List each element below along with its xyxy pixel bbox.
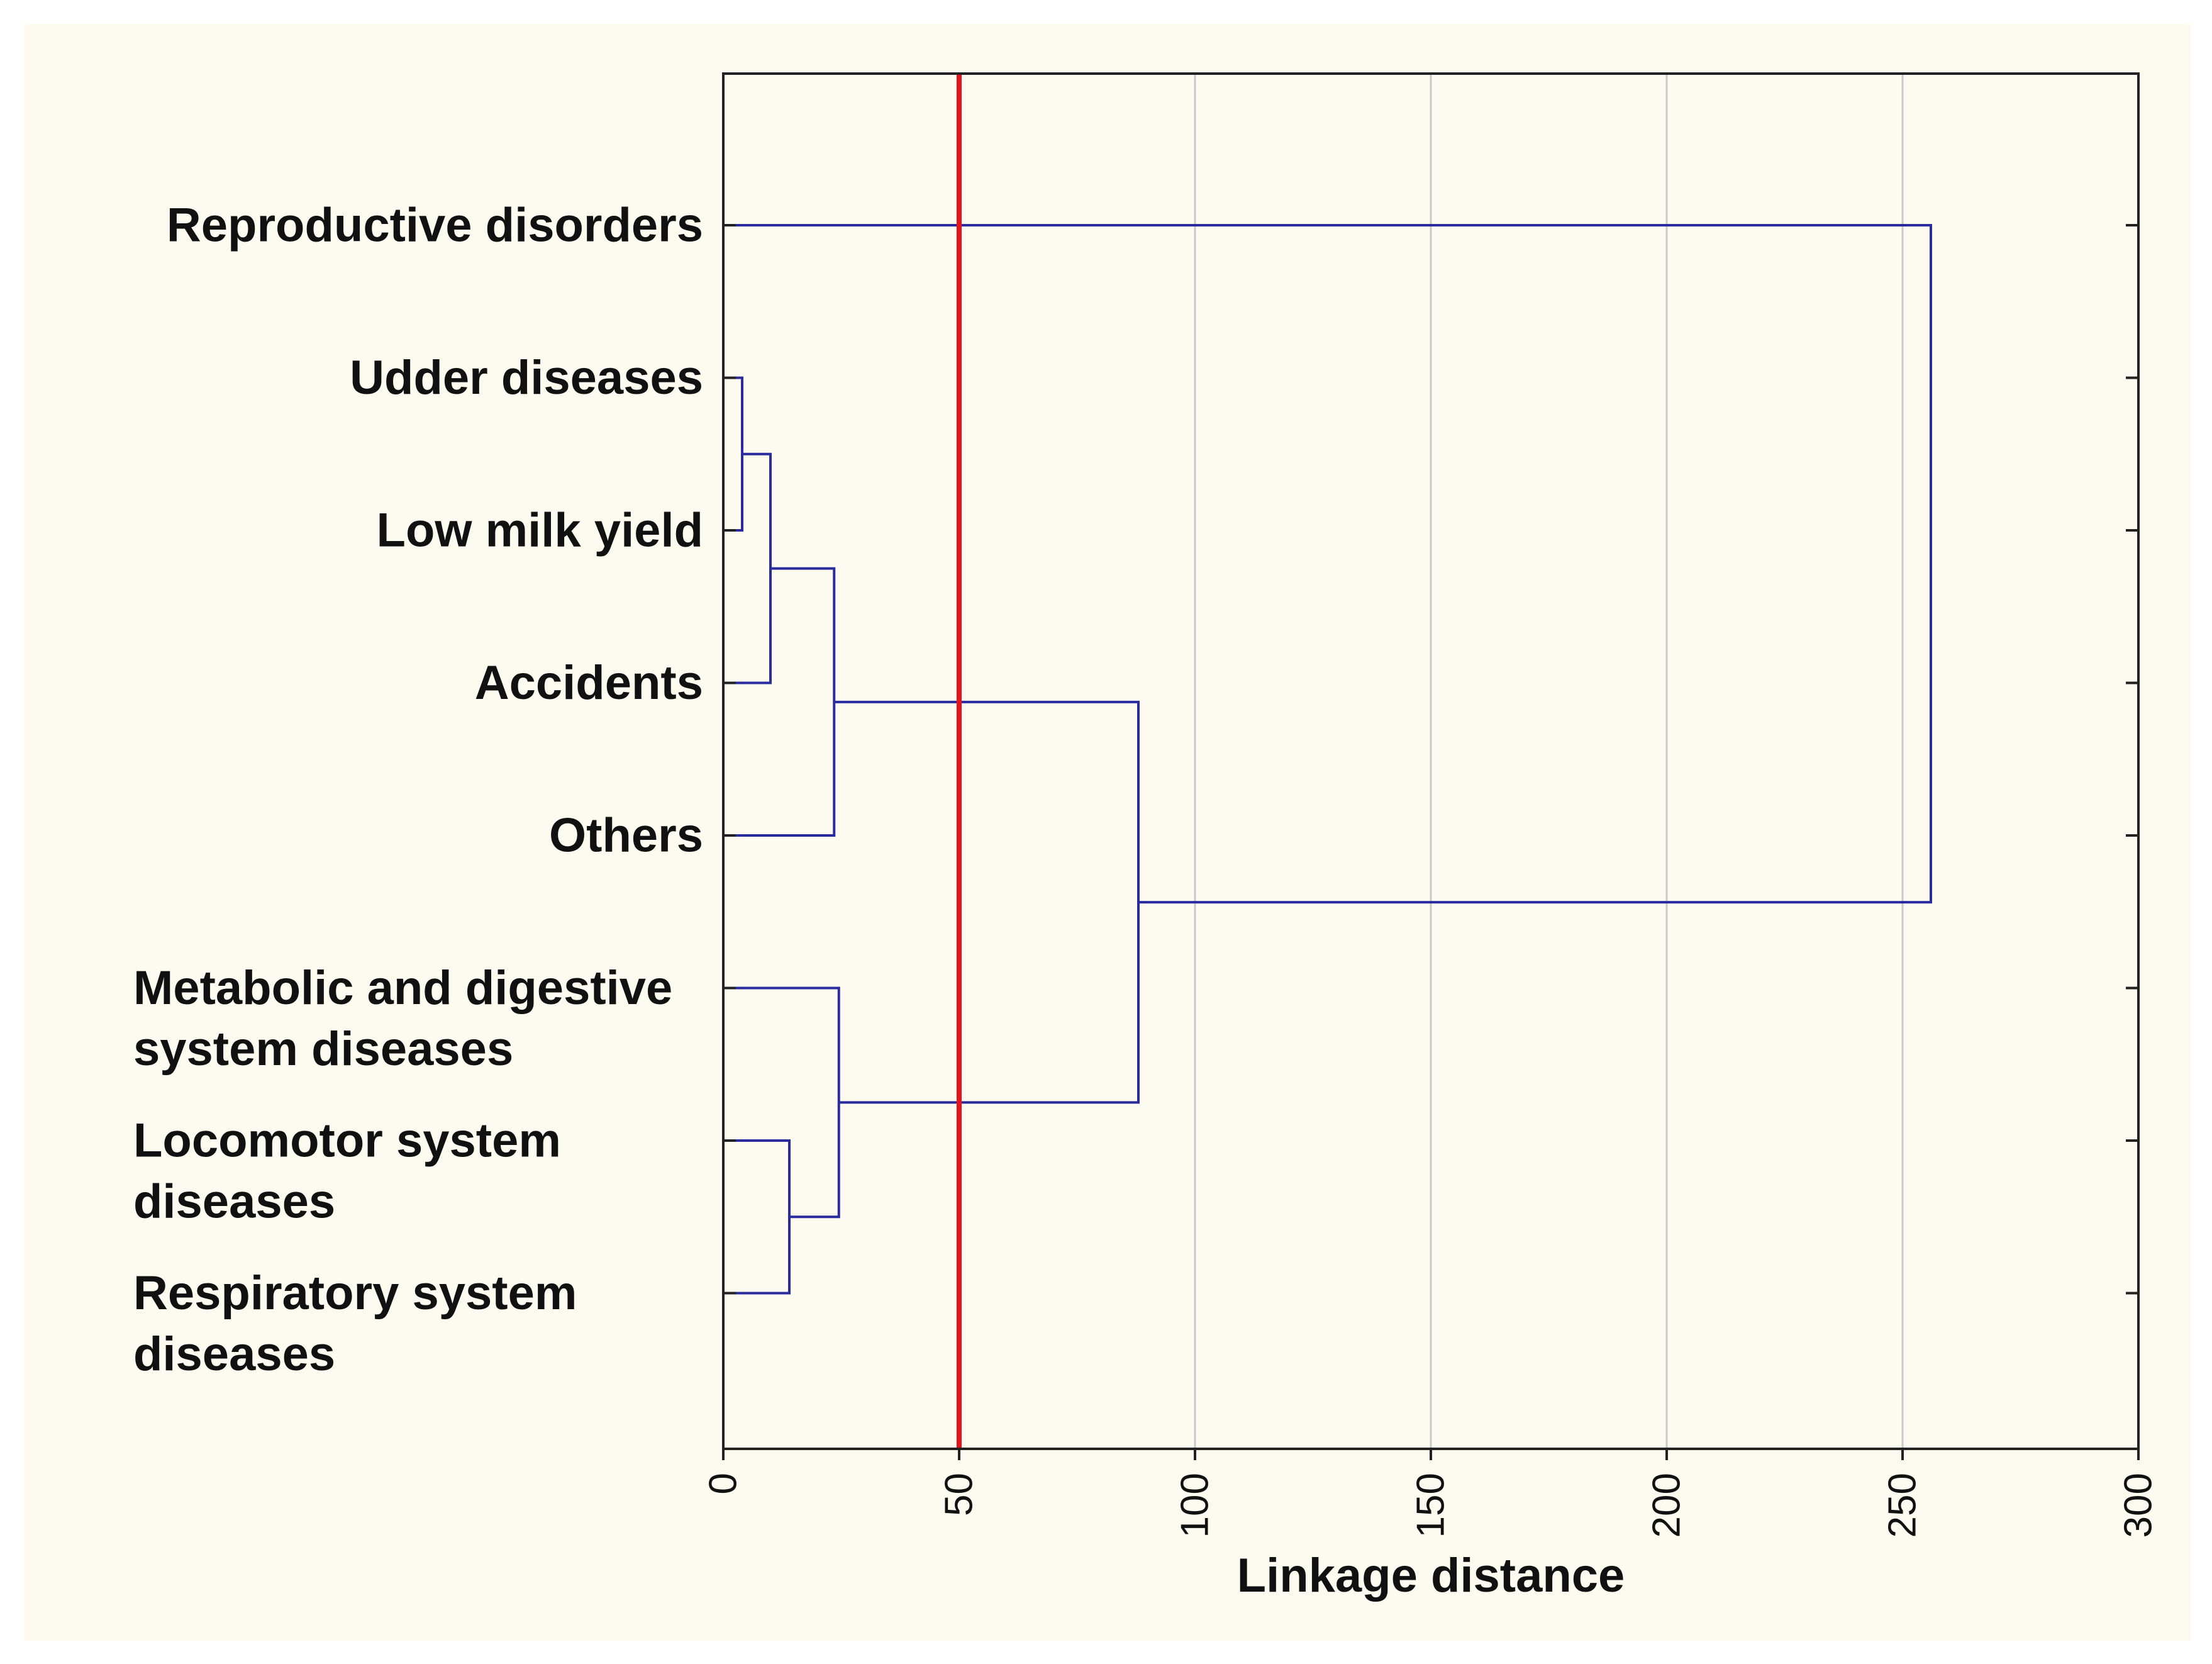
leaf-label-respiratory-line-1: Respiratory system	[133, 1266, 577, 1320]
leaf-labels: Reproductive disorders Udder diseases Low …	[133, 199, 703, 1382]
x-tick-label-100: 100	[1174, 1473, 1217, 1538]
x-tick-label-250: 250	[1881, 1473, 1925, 1538]
x-tick-label-300: 300	[2117, 1473, 2160, 1538]
leaf-label-accidents: Accidents	[475, 656, 703, 710]
x-tick-label-200: 200	[1645, 1473, 1689, 1538]
leaf-label-locomotor-line-2: diseases	[133, 1175, 335, 1229]
x-tick-label-150: 150	[1409, 1473, 1453, 1538]
leaf-label-metabolic-line-2: system diseases	[133, 1022, 513, 1076]
grid-lines	[958, 74, 1904, 1449]
dendrogram-link-1	[723, 452, 772, 684]
dendrogram-link-3	[723, 1139, 791, 1295]
leaf-label-lowmilk: Low milk yield	[377, 504, 703, 557]
dendrogram-link-4	[723, 986, 840, 1219]
x-axis: 0 50 100 150 200 250 300 Linkage distance	[702, 1473, 2160, 1602]
x-tick-label-50: 50	[938, 1473, 981, 1516]
dendrogram-link-5	[834, 700, 1140, 1104]
dendrogram-link-0	[723, 376, 743, 532]
leaf-label-others: Others	[549, 809, 703, 863]
x-axis-title: Linkage distance	[1237, 1549, 1625, 1602]
leaf-label-metabolic-line-1: Metabolic and digestive	[133, 961, 672, 1015]
x-tick-label-0: 0	[702, 1473, 745, 1494]
dendrogram-links	[723, 224, 1932, 1295]
leaf-label-udder: Udder diseases	[350, 351, 703, 405]
leaf-label-locomotor-line-1: Locomotor system	[133, 1114, 561, 1168]
dendrogram-link-6	[723, 224, 1932, 904]
leaf-label-respiratory-line-2: diseases	[133, 1327, 335, 1381]
axis-ticks	[722, 224, 2140, 1460]
dendrogram-link-2	[723, 567, 836, 837]
leaf-label-reproductive: Reproductive disorders	[167, 199, 703, 252]
figure-panel	[24, 24, 2191, 1641]
